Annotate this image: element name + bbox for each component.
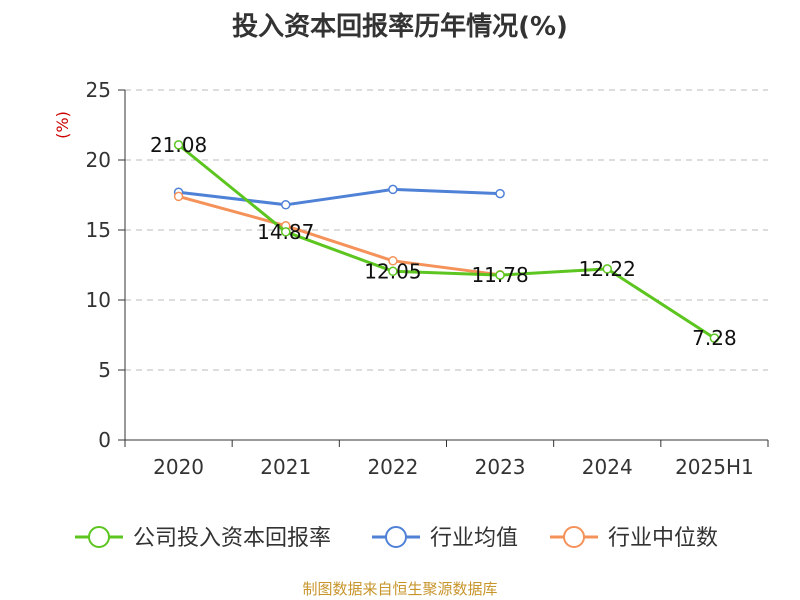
series-point-1 bbox=[388, 184, 398, 195]
y-tick-label: 15 bbox=[86, 218, 111, 242]
data-label: 21.08 bbox=[150, 133, 207, 157]
x-tick-label: 2023 bbox=[475, 455, 526, 479]
series-line-0 bbox=[177, 143, 716, 340]
y-axis-unit: (%) bbox=[53, 111, 72, 139]
y-tick-label: 25 bbox=[86, 78, 111, 102]
legend-label: 公司投入资本回报率 bbox=[133, 526, 331, 551]
legend-label: 行业均值 bbox=[430, 526, 518, 551]
x-tick-label: 2024 bbox=[582, 455, 633, 479]
y-tick-label: 20 bbox=[86, 148, 111, 172]
series-point-2 bbox=[173, 191, 184, 202]
series-point-1 bbox=[281, 200, 291, 210]
legend-marker bbox=[563, 526, 585, 548]
series-point-2 bbox=[388, 256, 398, 266]
data-label: 12.22 bbox=[579, 257, 636, 281]
x-tick-label: 2021 bbox=[260, 455, 311, 479]
series-line-2 bbox=[178, 194, 501, 277]
data-label: 14.87 bbox=[257, 220, 314, 244]
series-point-1 bbox=[495, 188, 505, 199]
x-tick-label: 2022 bbox=[367, 455, 418, 479]
series-point-0 bbox=[602, 264, 612, 274]
series-line-1 bbox=[178, 187, 501, 207]
series-point-0 bbox=[709, 333, 720, 343]
legend-label: 行业中位数 bbox=[608, 526, 718, 551]
legend-marker bbox=[385, 526, 407, 548]
data-label: 12.05 bbox=[364, 259, 421, 283]
data-label: 11.78 bbox=[471, 263, 528, 287]
series-point-0 bbox=[495, 270, 505, 280]
series-point-0 bbox=[173, 140, 184, 150]
source-note: 制图数据来自恒生聚源数据库 bbox=[302, 580, 498, 598]
data-label: 7.28 bbox=[692, 326, 737, 350]
x-tick-label: 2025H1 bbox=[675, 455, 754, 479]
y-tick-label: 0 bbox=[98, 428, 111, 452]
chart-title: 投入资本回报率历年情况(%) bbox=[232, 12, 568, 42]
x-tick-label: 2020 bbox=[153, 455, 204, 479]
y-tick-label: 10 bbox=[86, 288, 111, 312]
series-point-0 bbox=[388, 266, 398, 277]
series-point-0 bbox=[281, 227, 291, 237]
legend-marker bbox=[88, 526, 110, 548]
y-tick-label: 5 bbox=[98, 358, 111, 382]
